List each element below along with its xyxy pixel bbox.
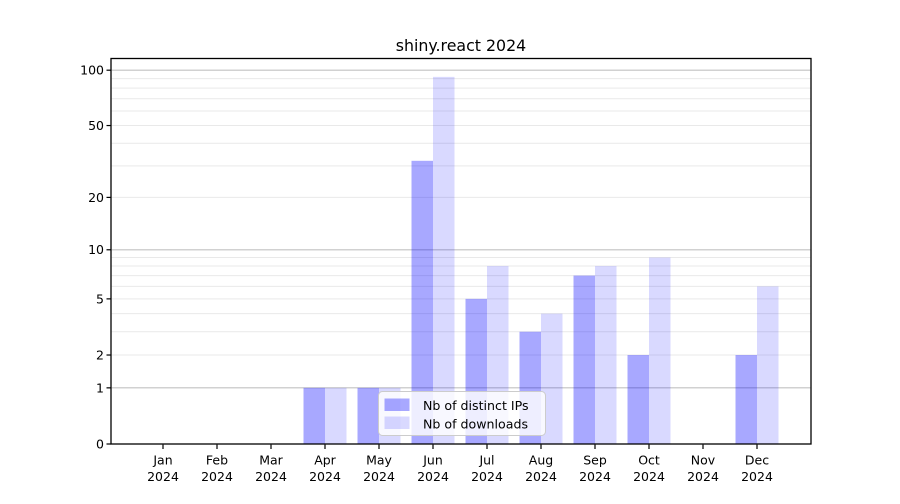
bar-distinct-ips-sep (573, 275, 595, 444)
legend-label-downloads: Nb of downloads (423, 417, 528, 432)
x-tick-label-month: Feb (206, 453, 228, 468)
x-tick-label-year: 2024 (471, 469, 503, 484)
y-tick-label: 1 (96, 380, 104, 395)
x-tick-label-month: Oct (638, 453, 660, 468)
bar-distinct-ips-oct (627, 355, 649, 444)
legend-swatch-distinct-ips (384, 398, 410, 411)
grid-layer (111, 69, 811, 389)
y-tick-label: 50 (88, 118, 104, 133)
bar-downloads-aug (541, 313, 563, 444)
x-tick-label-year: 2024 (579, 469, 611, 484)
bar-downloads-jun (433, 76, 455, 444)
axis-layer: 1005020105210Jan2024Feb2024Mar2024Apr202… (80, 63, 773, 484)
legend: Nb of distinct IPs Nb of downloads (378, 391, 546, 436)
x-tick-label-year: 2024 (201, 469, 233, 484)
x-tick-label-month: Dec (745, 453, 769, 468)
bar-downloads-apr (325, 387, 347, 444)
y-tick-label: 2 (96, 347, 104, 362)
y-tick-label: 5 (96, 291, 104, 306)
x-tick-label-month: Apr (314, 453, 336, 468)
x-tick-label-month: Jun (422, 453, 443, 468)
x-tick-label-year: 2024 (417, 469, 449, 484)
x-tick-label-month: Aug (529, 453, 553, 468)
bar-distinct-ips-apr (303, 387, 325, 444)
bar-downloads-dec (757, 286, 779, 444)
x-tick-label-year: 2024 (147, 469, 179, 484)
x-tick-label-year: 2024 (741, 469, 773, 484)
bar-downloads-oct (649, 257, 671, 444)
x-tick-label-year: 2024 (687, 469, 719, 484)
chart-title: shiny.react 2024 (396, 36, 526, 55)
legend-swatch-downloads (384, 416, 410, 429)
bar-distinct-ips-jun (411, 160, 433, 444)
plot-border (110, 57, 812, 445)
bar-distinct-ips-may (357, 387, 379, 444)
y-tick-label: 100 (80, 63, 104, 78)
bar-distinct-ips-dec (735, 355, 757, 444)
x-tick-label-year: 2024 (633, 469, 665, 484)
x-tick-label-month: Jan (152, 453, 172, 468)
y-tick-label: 10 (88, 242, 104, 257)
x-tick-label-month: Mar (259, 453, 283, 468)
bar-downloads-sep (595, 266, 617, 444)
legend-box (378, 391, 546, 436)
x-tick-label-year: 2024 (525, 469, 557, 484)
x-tick-label-year: 2024 (309, 469, 341, 484)
x-tick-label-year: 2024 (255, 469, 287, 484)
legend-label-distinct-ips: Nb of distinct IPs (423, 398, 529, 413)
y-tick-label: 20 (88, 190, 104, 205)
x-tick-label-month: May (366, 453, 392, 468)
x-tick-label-month: Nov (691, 453, 716, 468)
bars-layer (303, 76, 779, 444)
y-tick-label: 0 (96, 436, 104, 451)
x-tick-label-year: 2024 (363, 469, 395, 484)
x-tick-label-month: Sep (583, 453, 607, 468)
x-tick-label-month: Jul (478, 453, 494, 468)
